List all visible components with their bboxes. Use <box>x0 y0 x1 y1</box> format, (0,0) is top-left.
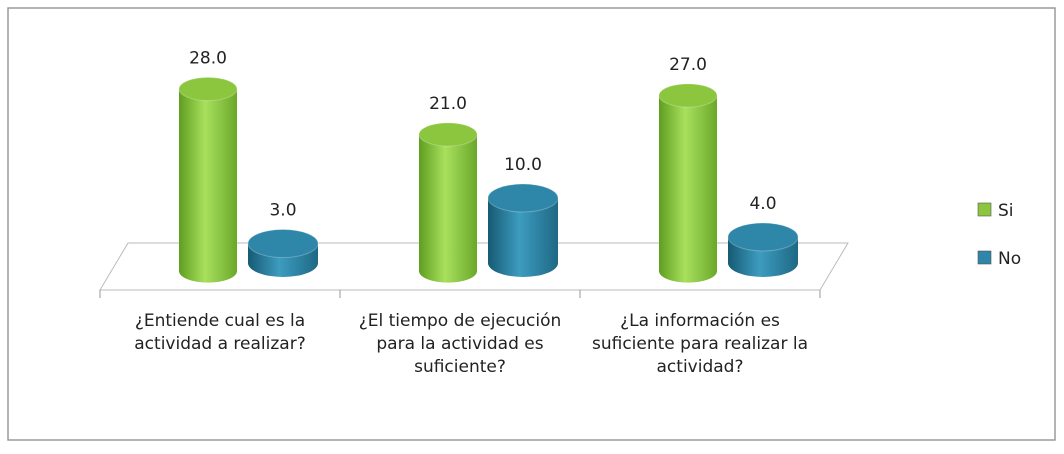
category-label: ¿El tiempo de ejecución para la activida… <box>358 311 562 377</box>
category-label: ¿Entiende cual es la actividad a realiza… <box>134 311 306 354</box>
cylinder-top <box>418 122 478 147</box>
value-label: 4.0 <box>749 194 776 214</box>
cylinder-body <box>659 95 717 271</box>
legend-swatch <box>977 250 992 265</box>
category-label: ¿La información es suficiente para reali… <box>591 311 808 377</box>
cylinder-top <box>178 76 238 102</box>
cylinder-top <box>727 222 799 252</box>
value-label: 28.0 <box>189 48 227 68</box>
cylinder <box>178 76 238 283</box>
cylinder-top <box>247 229 319 258</box>
legend-label: No <box>998 249 1021 269</box>
cylinder-top <box>487 183 559 213</box>
legend-label: Si <box>998 201 1014 221</box>
value-label: 3.0 <box>269 201 296 221</box>
value-label: 21.0 <box>429 94 467 114</box>
cylinder <box>418 122 478 283</box>
cylinder <box>487 183 559 277</box>
legend-swatch <box>977 202 992 217</box>
cylinder <box>658 83 718 283</box>
cylinder <box>727 222 799 277</box>
cylinder <box>247 229 319 277</box>
value-label: 27.0 <box>669 55 707 75</box>
cylinder-body <box>419 134 477 271</box>
cylinder-body <box>179 89 237 271</box>
value-label: 10.0 <box>504 155 542 175</box>
cylinder-top <box>658 83 718 108</box>
